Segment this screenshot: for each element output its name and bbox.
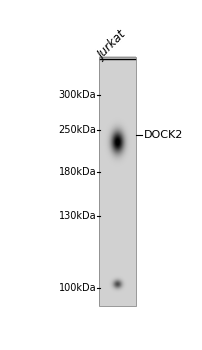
Text: 300kDa: 300kDa	[58, 90, 96, 99]
Text: DOCK2: DOCK2	[143, 130, 183, 140]
Text: 180kDa: 180kDa	[58, 167, 96, 177]
Bar	[99, 57, 135, 306]
Text: 250kDa: 250kDa	[58, 125, 96, 135]
Text: Jurkat: Jurkat	[96, 28, 129, 62]
Text: 100kDa: 100kDa	[58, 283, 96, 293]
Text: 130kDa: 130kDa	[58, 211, 96, 221]
